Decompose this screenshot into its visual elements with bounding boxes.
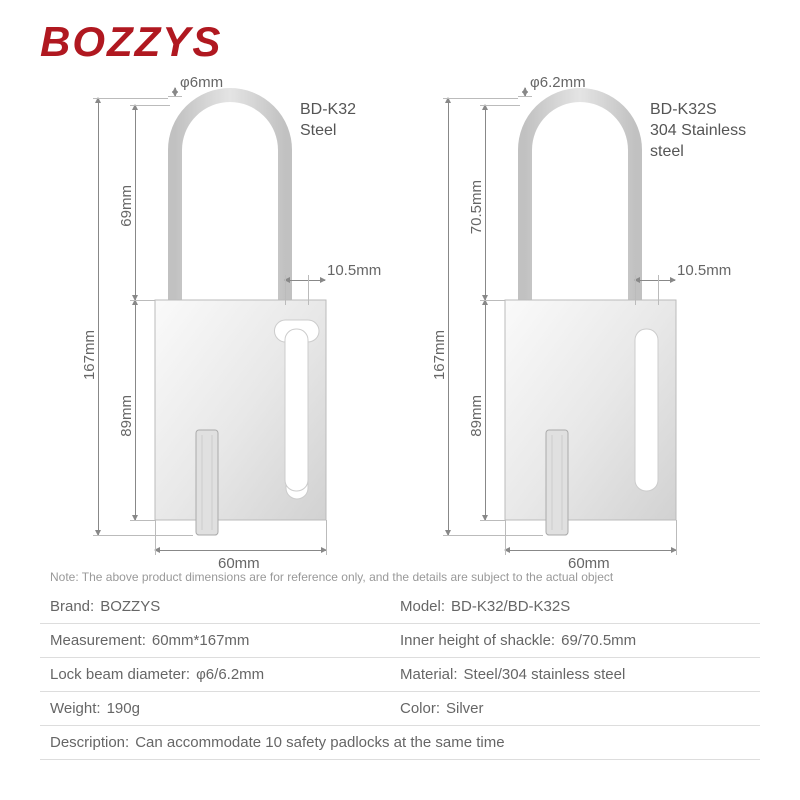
spec-value: Silver [446, 700, 484, 717]
spec-row: Lock beam diameter: φ6/6.2mm Material: Stee… [40, 658, 760, 692]
spec-key: Inner height of shackle: [400, 632, 555, 649]
dim-arrow [155, 550, 326, 551]
dim-shackle-h: 69mm [118, 185, 135, 227]
ext-line [155, 520, 156, 555]
dim-shackle-h: 70.5mm [468, 180, 485, 234]
material-text: 304 Stainless steel [650, 122, 746, 160]
product-label: BD-K32S 304 Stainless steel [650, 100, 770, 162]
dim-slot-w: 10.5mm [677, 262, 731, 279]
brand-logo: BOZZYS [40, 18, 222, 66]
dim-arrow [505, 550, 676, 551]
dim-total-h: 167mm [431, 330, 448, 380]
spec-cell: Material: Steel/304 stainless steel [400, 666, 750, 683]
spec-key: Brand: [50, 598, 94, 615]
material-text: Steel [300, 122, 336, 139]
ext-line [658, 275, 659, 305]
ext-line [93, 535, 193, 536]
spec-value: 190g [107, 700, 140, 717]
ext-line [168, 96, 182, 97]
product-diagram-k32s: φ6.2mm BD-K32S 304 Stainless steel 70.5m… [430, 70, 770, 560]
ext-line [480, 300, 505, 301]
ext-line [443, 535, 543, 536]
product-label: BD-K32 Steel [300, 100, 356, 142]
spec-cell: Weight: 190g [50, 700, 400, 717]
spec-key: Color: [400, 700, 440, 717]
spec-value: Steel/304 stainless steel [464, 666, 626, 683]
spec-key: Material: [400, 666, 458, 683]
spec-cell: Color: Silver [400, 700, 750, 717]
spec-cell: Model: BD-K32/BD-K32S [400, 598, 750, 615]
ext-line [130, 300, 155, 301]
spec-value: φ6/6.2mm [196, 666, 264, 683]
dim-arrow [448, 98, 449, 535]
spec-cell: Description: Can accommodate 10 safety pa… [50, 734, 750, 751]
dim-arrow [485, 300, 486, 520]
ext-line [130, 105, 170, 106]
footnote: Note: The above product dimensions are f… [50, 570, 613, 584]
spec-row: Measurement: 60mm*167mm Inner height of sh… [40, 624, 760, 658]
spec-key: Measurement: [50, 632, 146, 649]
spec-value: BOZZYS [100, 598, 160, 615]
dim-arrow [635, 280, 675, 281]
spec-row: Weight: 190g Color: Silver [40, 692, 760, 726]
ext-line [326, 520, 327, 555]
ext-line [480, 105, 520, 106]
spec-value: 60mm*167mm [152, 632, 250, 649]
ext-line [308, 275, 309, 305]
ext-line [285, 275, 286, 305]
dim-arrow [285, 280, 325, 281]
spec-value: 69/70.5mm [561, 632, 636, 649]
ext-line [505, 520, 506, 555]
dim-arrow [135, 105, 136, 300]
dim-arrow [135, 300, 136, 520]
ext-line [93, 98, 168, 99]
spec-key: Lock beam diameter: [50, 666, 190, 683]
dim-slot-w: 10.5mm [327, 262, 381, 279]
ext-line [635, 275, 636, 305]
dim-body-h: 89mm [118, 395, 135, 437]
spec-row: Brand: BOZZYS Model: BD-K32/BD-K32S [40, 590, 760, 624]
spec-cell: Measurement: 60mm*167mm [50, 632, 400, 649]
ext-line [130, 520, 155, 521]
hasp-drawing [80, 70, 420, 560]
dim-arrow [485, 105, 486, 300]
dim-arrow [525, 88, 526, 96]
spec-value: BD-K32/BD-K32S [451, 598, 570, 615]
spec-key: Weight: [50, 700, 101, 717]
dim-arrow [175, 88, 176, 96]
ext-line [518, 96, 532, 97]
ext-line [480, 520, 505, 521]
spec-row: Description: Can accommodate 10 safety pa… [40, 726, 760, 760]
product-diagram-k32: φ6mm BD-K32 Steel 69mm 167mm 89mm 10.5mm… [80, 70, 420, 560]
dim-shackle-dia: φ6.2mm [530, 74, 586, 91]
dim-arrow [98, 98, 99, 535]
spec-key: Model: [400, 598, 445, 615]
spec-cell: Brand: BOZZYS [50, 598, 400, 615]
dim-body-h: 89mm [468, 395, 485, 437]
spec-cell: Lock beam diameter: φ6/6.2mm [50, 666, 400, 683]
ext-line [443, 98, 518, 99]
ext-line [676, 520, 677, 555]
model-text: BD-K32 [300, 101, 356, 118]
spec-key: Description: [50, 734, 129, 751]
spec-cell: Inner height of shackle: 69/70.5mm [400, 632, 750, 649]
spec-table: Brand: BOZZYS Model: BD-K32/BD-K32S Measurem… [40, 590, 760, 760]
spec-value: Can accommodate 10 safety padlocks at th… [135, 734, 504, 751]
model-text: BD-K32S [650, 101, 717, 118]
diagram-area: φ6mm BD-K32 Steel 69mm 167mm 89mm 10.5mm… [0, 70, 800, 570]
dim-total-h: 167mm [81, 330, 98, 380]
dim-shackle-dia: φ6mm [180, 74, 223, 91]
